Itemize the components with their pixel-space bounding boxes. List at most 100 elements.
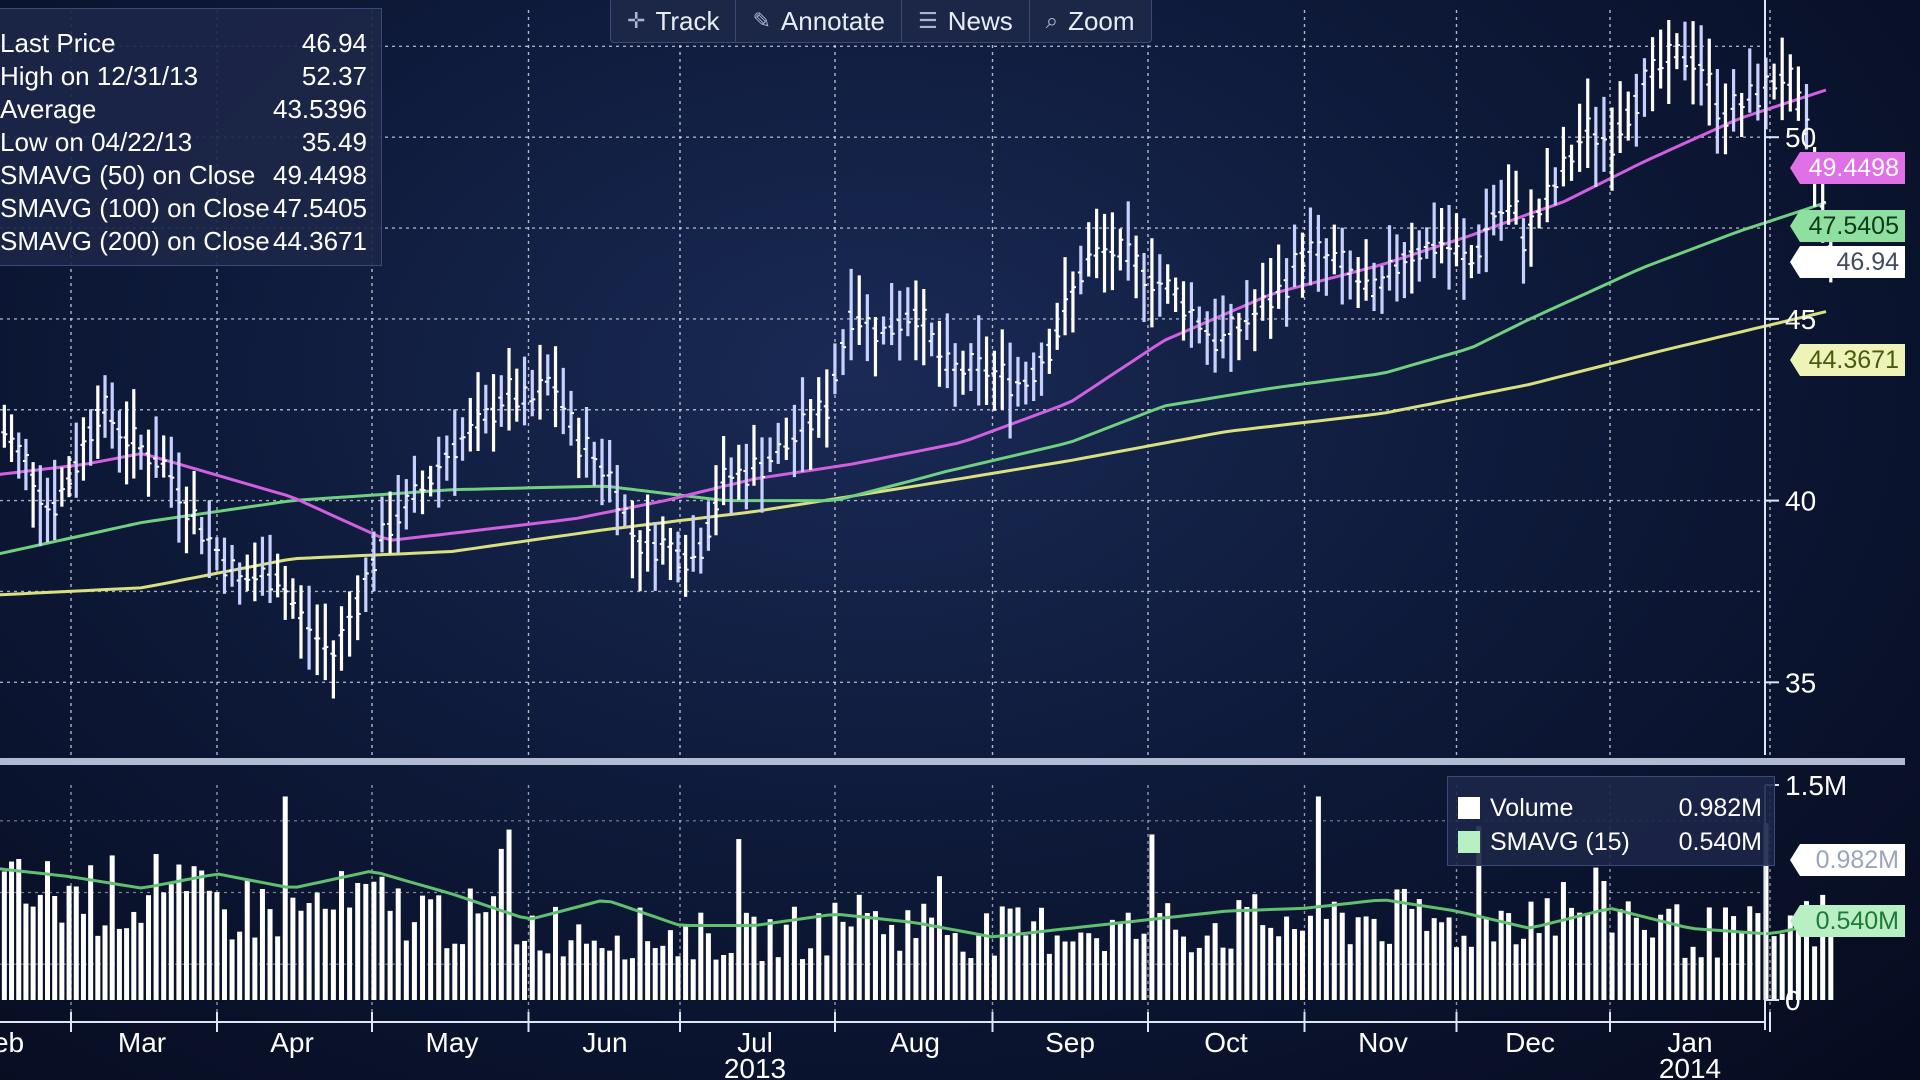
volume-bar [1483,917,1489,1000]
annotate-label: Annotate [780,5,886,36]
volume-bar [1070,941,1076,1000]
volume-bar [1795,919,1801,1000]
track-button[interactable]: ✛ Track [611,0,737,42]
volume-bar [1339,912,1345,1000]
volume-bar [267,909,273,1000]
volume-bar [168,884,174,1000]
volume-bar [1086,933,1092,1000]
volume-bar [1015,907,1021,1000]
volume-bar [1476,826,1482,1000]
volume-bar [1698,957,1704,1000]
volume-bar [1039,907,1045,1000]
volume-bar [775,957,781,1000]
volume-bar [314,892,320,1000]
legend-volume: Volume 0.982M [1458,791,1762,825]
stat-value: 35.49 [301,127,367,157]
volume-bar [800,959,806,1000]
volume-bar [355,883,361,1000]
volume-bar [1157,912,1163,1000]
volume-bar [1461,935,1467,1000]
volume-tick-label: 0 [1785,985,1801,1016]
legend-value: 0.982M [1678,793,1762,822]
volume-bar [1536,933,1542,1000]
volume-bar [736,839,742,1000]
volume-bar [652,948,658,1000]
volume-bars [1,796,1834,1000]
volume-bar [832,902,838,1000]
volume-bar [347,907,353,1000]
legend-value: 0.540M [1678,827,1762,856]
stat-value: 47.5405 [273,193,367,223]
volume-bar [1292,929,1298,1000]
volume-bar [436,895,442,1000]
volume-bar [420,895,426,1000]
volume-bar [1173,929,1179,1000]
volume-bar [1252,894,1258,1000]
volume-bar [363,883,369,1000]
legend-swatch [1458,831,1480,853]
volume-bar [138,922,144,1000]
news-label: News [947,5,1013,36]
volume-bar [1491,941,1497,1000]
volume-bar [191,866,197,1000]
stat-value: 46.94 [301,28,367,58]
volume-bar [721,955,727,1000]
volume-bar [1141,933,1147,1000]
volume-bar [176,864,182,1000]
volume-bar [1506,913,1512,1000]
volume-bar [614,935,620,1000]
stat-average: Average 43.5396 [0,93,381,126]
zoom-button[interactable]: ⌕ Zoom [1030,0,1151,42]
volume-bar [229,939,235,1000]
volume-bar [395,888,401,1000]
volume-bar [1323,918,1329,1000]
volume-bar [514,944,520,1000]
volume-bar [1023,935,1029,1000]
volume-bar [560,956,566,1000]
volume-bar [921,903,927,1000]
volume-bar [1779,933,1785,1000]
volume-sma-line [0,867,1827,939]
month-label: Feb [0,1027,24,1058]
month-label: Jun [582,1027,627,1058]
volume-bar [808,948,814,1000]
volume-bar [889,924,895,1000]
legend-name: SMAVG (15) [1490,827,1630,856]
annotate-button[interactable]: ✎ Annotate [736,0,903,42]
stat-high: High on 12/31/13 52.37 [0,60,381,93]
year-label: 2013 [724,1053,786,1080]
volume-tick-label: 1.5M [1785,770,1847,801]
volume-bar [1601,881,1607,1000]
volume-bar [1379,941,1385,1000]
volume-bar [929,917,935,1000]
sma50-line [0,88,1827,542]
volume-bar [1513,944,1519,1000]
volume-bar [584,943,590,1000]
volume-bar [9,861,15,1000]
stat-sma200: SMAVG (200) on Close 44.3671 [0,225,381,258]
volume-bar [1094,938,1100,1000]
volume-bar [545,953,551,1000]
volume-bar [199,870,205,1000]
volume-bar [1787,915,1793,1000]
volume-bar [1585,914,1591,1000]
volume-bar [622,959,628,1000]
volume-bar [467,888,473,1000]
volume-bar [1102,951,1108,1000]
volume-bar [522,940,528,1000]
volume-bar [705,933,711,1000]
volume-bar [1371,918,1377,1000]
volume-bar [387,910,393,1000]
volume-bar [330,909,336,1000]
volume-bar [475,913,481,1000]
volume-bar [637,907,643,1000]
stat-low: Low on 04/22/13 35.49 [0,126,381,159]
volume-bar [529,915,535,1000]
volume-bar [1212,923,1218,1000]
stat-label: Low on 04/22/13 [0,127,193,157]
volume-bar [428,899,434,1000]
news-button[interactable]: ☰ News [902,0,1030,42]
volume-bar [1569,907,1575,1000]
volume-bar [1062,941,1068,1000]
